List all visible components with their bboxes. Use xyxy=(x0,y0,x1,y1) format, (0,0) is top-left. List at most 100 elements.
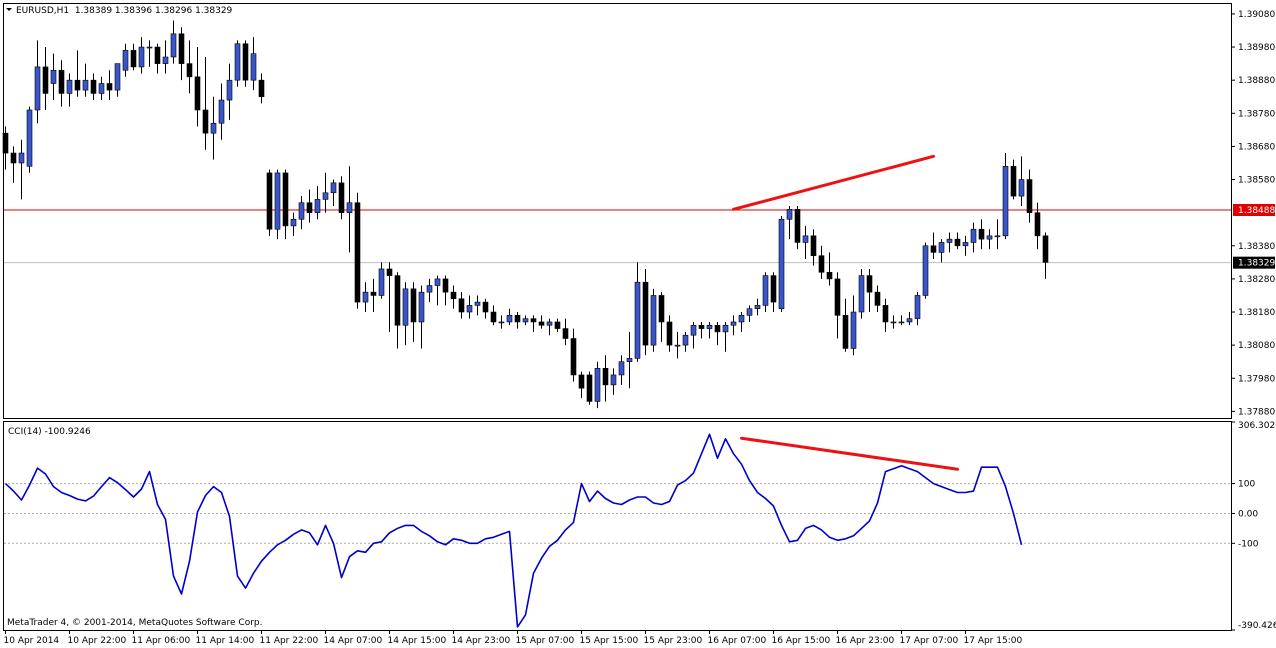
candle-body xyxy=(122,50,129,71)
current-price-label: 1.38329 xyxy=(1238,259,1275,269)
candle-body xyxy=(258,79,265,98)
candle-body xyxy=(618,361,625,376)
candle-body xyxy=(226,79,233,101)
x-tick-label: 16 Apr 23:00 xyxy=(836,636,895,646)
candle-body xyxy=(1018,179,1025,197)
candle-body xyxy=(10,152,17,164)
candle-body xyxy=(66,79,73,94)
candle-body xyxy=(650,295,657,346)
level-price-tag xyxy=(1233,204,1275,217)
candle-body xyxy=(906,318,913,323)
candle-body xyxy=(1042,235,1049,263)
candle-body xyxy=(274,172,281,230)
y-tick-label: 1.37980 xyxy=(1238,374,1275,384)
candle-body xyxy=(698,324,705,329)
candle-body xyxy=(914,295,921,319)
candle-body xyxy=(466,305,473,313)
x-tick-label: 11 Apr 14:00 xyxy=(196,636,255,646)
candle-body xyxy=(954,238,961,247)
candles xyxy=(2,20,1049,409)
cci-trendline-segment[interactable] xyxy=(740,436,959,471)
candle-body xyxy=(930,245,937,253)
watermark: MetaTrader 4, © 2001-2014, MetaQuotes So… xyxy=(7,618,263,628)
candle-body xyxy=(730,321,737,326)
x-tick-label: 15 Apr 07:00 xyxy=(516,636,575,646)
cci-tick-label: 100 xyxy=(1238,480,1255,490)
candle-body xyxy=(586,374,593,402)
candle-body xyxy=(114,63,121,91)
candle-body xyxy=(882,305,889,323)
candle-body xyxy=(626,358,633,362)
candle-body xyxy=(922,245,929,296)
candle-body xyxy=(106,83,113,91)
candle-body xyxy=(338,182,345,213)
candle-body xyxy=(898,321,905,324)
candle-body xyxy=(482,301,489,313)
candle-body xyxy=(666,321,673,346)
cci-tick-label: 0.00 xyxy=(1238,509,1258,519)
candle-body xyxy=(562,328,569,339)
candle-body xyxy=(450,291,457,300)
y-tick-label: 1.38080 xyxy=(1238,341,1275,351)
candle-body xyxy=(938,242,945,253)
candle-body xyxy=(178,33,185,64)
candle-body xyxy=(642,281,649,346)
candle-body xyxy=(322,192,329,200)
candle-body xyxy=(874,291,881,306)
candle-body xyxy=(530,318,537,323)
x-tick-label: 10 Apr 2014 xyxy=(4,636,60,646)
y-tick-label: 1.38980 xyxy=(1238,43,1275,53)
candle-body xyxy=(522,318,529,323)
candle-body xyxy=(410,288,417,323)
candle-body xyxy=(26,109,33,167)
candle-body xyxy=(34,66,41,111)
level-price-label: 1.38488 xyxy=(1238,206,1275,216)
y-tick-label: 1.38180 xyxy=(1238,308,1275,318)
chart-header-triangle-icon[interactable] xyxy=(6,8,12,11)
candle-body xyxy=(1010,165,1017,197)
candle-body xyxy=(946,238,953,243)
x-tick-label: 17 Apr 15:00 xyxy=(964,636,1023,646)
candle-body xyxy=(218,99,225,124)
cci-tick-label: -100 xyxy=(1238,539,1259,549)
candle-body xyxy=(370,291,377,296)
candle-body xyxy=(850,311,857,349)
candle-body xyxy=(266,172,273,230)
candle-body xyxy=(722,324,729,333)
candle-body xyxy=(506,315,513,323)
candle-body xyxy=(210,122,217,134)
cci-axis: 306.3026 100 0.00 -100 -390.426 xyxy=(1231,421,1276,631)
candle-body xyxy=(378,268,385,296)
candle-body xyxy=(594,368,601,402)
candle-body xyxy=(442,278,449,293)
x-tick-label: 17 Apr 07:00 xyxy=(900,636,959,646)
candle-body xyxy=(602,368,609,386)
candle-body xyxy=(706,324,713,329)
candle-body xyxy=(418,291,425,323)
candle-body xyxy=(714,324,721,333)
candle-body xyxy=(250,53,257,81)
y-tick-label: 1.38580 xyxy=(1238,176,1275,186)
price-trendline-segment[interactable] xyxy=(732,154,935,211)
x-tick-label: 14 Apr 07:00 xyxy=(324,636,383,646)
time-axis: 10 Apr 2014 10 Apr 22:00 11 Apr 06:00 11 Ap… xyxy=(4,630,1023,646)
price-axis: 1.39080 1.38980 1.38880 1.38780 1.38680 1.385… xyxy=(1231,10,1275,417)
candle-body xyxy=(402,288,409,326)
candle-body xyxy=(538,321,545,326)
candle-body xyxy=(970,228,977,243)
candle-body xyxy=(42,66,49,94)
candle-body xyxy=(490,311,497,323)
candle-body xyxy=(2,132,9,154)
candle-body xyxy=(810,235,817,257)
candle-body xyxy=(50,69,57,84)
candle-body xyxy=(82,79,89,91)
horizontal-lines xyxy=(4,209,1231,264)
candle-body xyxy=(234,43,241,81)
candle-body xyxy=(162,56,169,64)
candle-body xyxy=(802,235,809,243)
candle-body xyxy=(290,218,297,227)
candle-body xyxy=(98,83,105,94)
candle-body xyxy=(74,79,81,91)
candle-body xyxy=(834,278,841,316)
